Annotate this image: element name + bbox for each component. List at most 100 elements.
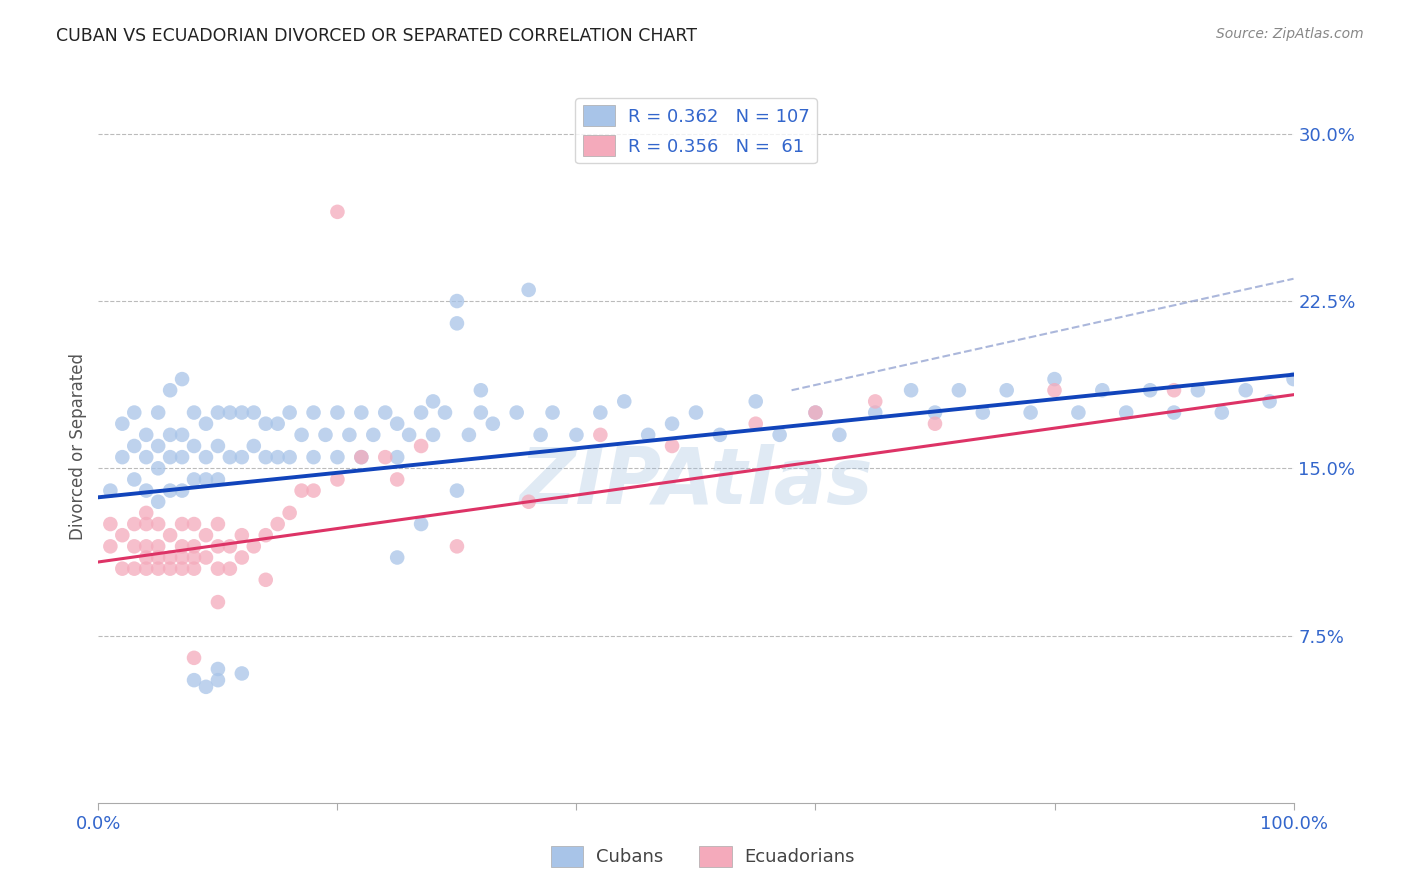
Point	[470, 384, 492, 398]
Point	[172, 562, 194, 576]
Point	[924, 405, 946, 419]
Point	[374, 450, 396, 464]
Point	[148, 461, 170, 475]
Point	[135, 539, 157, 553]
Point	[446, 483, 468, 498]
Point	[385, 550, 409, 565]
Point	[231, 405, 253, 419]
Point	[183, 651, 205, 665]
Point	[172, 483, 194, 498]
Point	[1282, 372, 1305, 386]
Point	[350, 405, 373, 419]
Point	[219, 539, 242, 553]
Point	[159, 450, 181, 464]
Point	[1043, 372, 1066, 386]
Point	[183, 673, 205, 687]
Legend: R = 0.362   N = 107, R = 0.356   N =  61: R = 0.362 N = 107, R = 0.356 N = 61	[575, 98, 817, 163]
Point	[315, 427, 337, 442]
Point	[231, 666, 253, 681]
Point	[148, 405, 170, 419]
Point	[183, 550, 205, 565]
Point	[278, 405, 301, 419]
Point	[111, 562, 134, 576]
Point	[124, 405, 146, 419]
Point	[661, 439, 683, 453]
Point	[267, 450, 290, 464]
Point	[135, 516, 157, 531]
Point	[1258, 394, 1281, 409]
Point	[291, 427, 314, 442]
Point	[828, 427, 851, 442]
Point	[148, 562, 170, 576]
Point	[207, 473, 229, 487]
Point	[422, 394, 444, 409]
Point	[148, 539, 170, 553]
Point	[948, 384, 970, 398]
Point	[434, 405, 457, 419]
Point	[207, 439, 229, 453]
Point	[267, 417, 290, 431]
Point	[385, 450, 409, 464]
Point	[207, 595, 229, 609]
Point	[195, 550, 218, 565]
Point	[589, 427, 612, 442]
Point	[613, 394, 636, 409]
Point	[302, 483, 325, 498]
Point	[124, 539, 146, 553]
Point	[195, 473, 218, 487]
Point	[254, 528, 277, 542]
Point	[972, 405, 994, 419]
Point	[865, 394, 887, 409]
Point	[278, 450, 301, 464]
Point	[243, 405, 266, 419]
Point	[1043, 384, 1066, 398]
Text: ZIPAtlas: ZIPAtlas	[519, 443, 873, 520]
Point	[111, 528, 134, 542]
Point	[219, 562, 242, 576]
Point	[1187, 384, 1209, 398]
Point	[745, 394, 768, 409]
Point	[446, 293, 468, 308]
Point	[637, 427, 659, 442]
Point	[517, 494, 540, 508]
Point	[148, 494, 170, 508]
Point	[207, 662, 229, 676]
Point	[183, 516, 205, 531]
Point	[219, 405, 242, 419]
Point	[517, 283, 540, 297]
Point	[745, 417, 768, 431]
Point	[661, 417, 683, 431]
Point	[172, 539, 194, 553]
Point	[159, 550, 181, 565]
Point	[1163, 405, 1185, 419]
Point	[124, 473, 146, 487]
Point	[207, 562, 229, 576]
Point	[183, 562, 205, 576]
Point	[172, 427, 194, 442]
Point	[135, 450, 157, 464]
Point	[243, 439, 266, 453]
Point	[709, 427, 731, 442]
Point	[207, 516, 229, 531]
Point	[231, 550, 253, 565]
Point	[148, 550, 170, 565]
Point	[385, 473, 409, 487]
Point	[565, 427, 588, 442]
Point	[506, 405, 529, 419]
Point	[111, 450, 134, 464]
Point	[231, 450, 253, 464]
Point	[326, 204, 349, 219]
Point	[195, 528, 218, 542]
Point	[339, 427, 361, 442]
Point	[172, 550, 194, 565]
Point	[470, 405, 492, 419]
Point	[172, 516, 194, 531]
Text: CUBAN VS ECUADORIAN DIVORCED OR SEPARATED CORRELATION CHART: CUBAN VS ECUADORIAN DIVORCED OR SEPARATE…	[56, 27, 697, 45]
Point	[326, 450, 349, 464]
Point	[541, 405, 564, 419]
Point	[995, 384, 1018, 398]
Point	[111, 417, 134, 431]
Point	[207, 673, 229, 687]
Point	[195, 680, 218, 694]
Point	[900, 384, 922, 398]
